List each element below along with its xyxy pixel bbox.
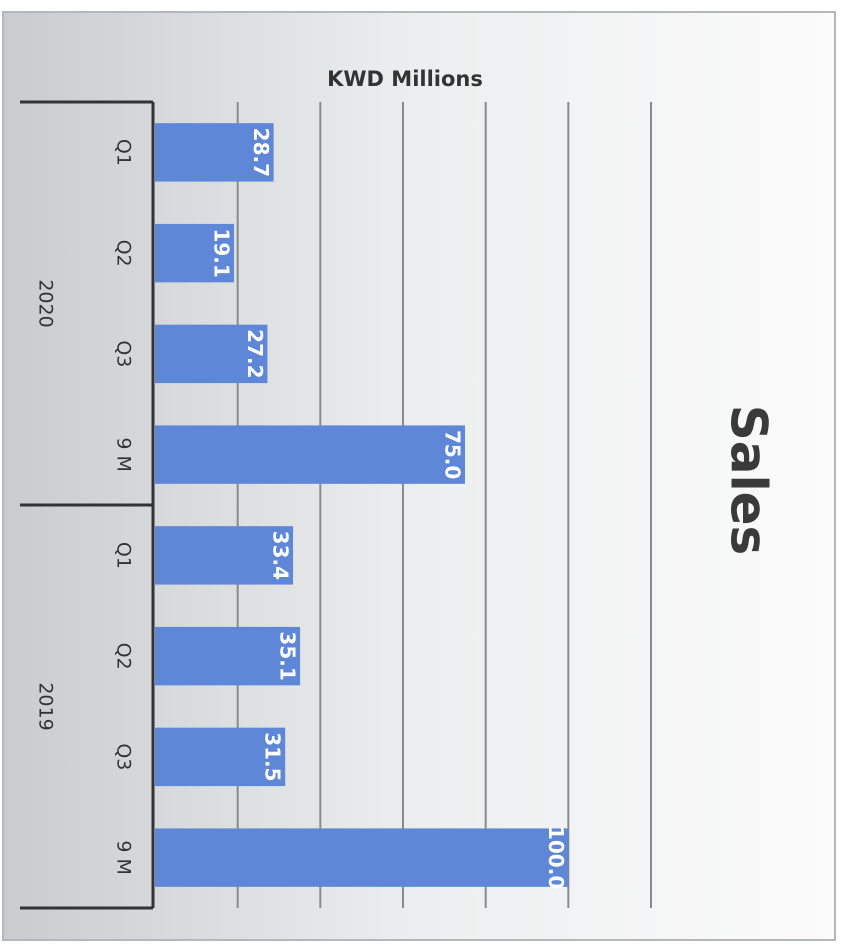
bar — [155, 626, 301, 686]
data-label: 31.5 — [261, 732, 285, 781]
category-label: Q3 — [113, 340, 135, 367]
data-label: 27.2 — [243, 329, 267, 378]
data-label: 100.0 — [544, 826, 568, 889]
bar — [155, 828, 569, 887]
data-label: 33.4 — [269, 531, 293, 580]
bar — [155, 526, 294, 585]
group-label: 2019 — [35, 682, 57, 730]
category-label: 9 M — [113, 437, 135, 472]
category-label: Q1 — [113, 542, 135, 569]
data-label: 19.1 — [209, 228, 233, 277]
chart-title: Sales — [720, 405, 778, 556]
bar — [155, 727, 286, 787]
data-label: 75.0 — [441, 430, 465, 479]
category-label: Q3 — [113, 743, 135, 770]
bar — [155, 425, 465, 484]
bar — [155, 324, 268, 384]
category-label: Q2 — [113, 643, 135, 670]
category-label: Q1 — [113, 139, 135, 166]
axis-title: KWD Millions — [327, 67, 483, 91]
bar — [155, 123, 274, 182]
category-label: 9 M — [113, 840, 135, 875]
data-label: 35.1 — [276, 631, 300, 680]
group-label: 2020 — [35, 279, 57, 327]
category-label: Q2 — [113, 240, 135, 267]
bar — [155, 223, 234, 283]
data-label: 28.7 — [249, 128, 273, 177]
